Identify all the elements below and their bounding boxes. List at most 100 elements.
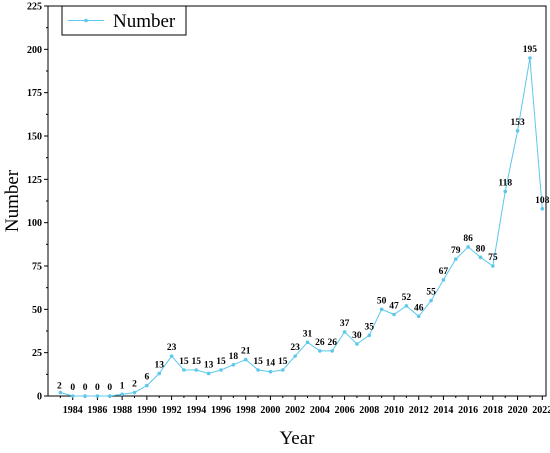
data-point [268, 369, 273, 374]
x-tick-label: 2006 [335, 405, 355, 416]
y-tick-label: 200 [27, 45, 42, 56]
legend-label-number: Number [113, 11, 176, 32]
data-point [379, 307, 384, 312]
legend: Number [61, 5, 187, 36]
data-label: 47 [389, 302, 399, 312]
data-label: 108 [535, 196, 550, 206]
data-label: 52 [402, 293, 412, 303]
data-point [145, 383, 149, 388]
data-point [182, 368, 186, 372]
data-label: 37 [340, 319, 350, 329]
x-axis: 1984 1986 1988 1990 1992 1994 1996 1998 2000 2002… [59, 396, 550, 416]
data-label: 15 [216, 357, 226, 367]
x-tick-label: 1994 [186, 405, 206, 416]
data-label: 2 [132, 380, 137, 390]
data-point [107, 394, 112, 398]
data-point [478, 255, 483, 260]
data-point [206, 371, 211, 376]
data-point [503, 189, 508, 194]
x-tick-label: 2004 [310, 405, 330, 416]
data-label: 23 [290, 343, 300, 353]
y-tick-label: 175 [27, 88, 42, 99]
data-label: 80 [476, 244, 486, 254]
x-tick-label: 1986 [87, 405, 107, 416]
data-point [540, 207, 545, 211]
data-point [169, 354, 174, 358]
data-point [355, 342, 359, 346]
data-label: 35 [365, 322, 375, 332]
data-point [453, 257, 458, 261]
data-point [120, 392, 124, 397]
y-tick-label: 225 [27, 2, 42, 13]
data-point [318, 349, 322, 353]
y-tick-label: 0 [37, 392, 42, 403]
data-label: 50 [377, 296, 387, 306]
data-label: 0 [83, 383, 88, 393]
data-point [404, 304, 409, 308]
data-point [132, 390, 137, 395]
data-label: 15 [278, 357, 288, 367]
data-label: 26 [315, 338, 325, 348]
data-label: 67 [439, 267, 449, 277]
data-point [528, 56, 532, 60]
data-label: 6 [144, 373, 149, 383]
data-label: 31 [303, 329, 313, 339]
data-point [70, 394, 75, 398]
data-point [231, 363, 236, 367]
x-tick-label: 1992 [162, 405, 182, 416]
data-label: 118 [498, 178, 512, 188]
x-tick-label: 1984 [63, 405, 83, 416]
data-label: 15 [192, 357, 202, 367]
x-tick-label: 1996 [211, 405, 231, 416]
x-tick-label: 1998 [236, 405, 256, 416]
x-tick-label: 1990 [137, 405, 157, 416]
data-label: 13 [154, 360, 164, 370]
data-point [157, 371, 162, 376]
data-label: 79 [451, 246, 461, 256]
data-label: 86 [463, 234, 473, 244]
y-tick-label: 75 [32, 262, 42, 273]
series-markers [58, 56, 545, 398]
data-point [305, 340, 310, 345]
data-point [293, 354, 297, 358]
x-tick-label: 2010 [384, 405, 404, 416]
y-tick-label: 50 [32, 305, 42, 316]
data-label: 30 [352, 331, 362, 341]
legend-marker-swatch [84, 18, 88, 23]
data-point [83, 394, 87, 398]
data-label: 153 [510, 118, 525, 128]
data-label: 13 [204, 360, 214, 370]
x-tick-label: 2018 [483, 405, 503, 416]
data-point [243, 357, 248, 362]
data-point [95, 394, 100, 398]
x-tick-label: 2020 [508, 405, 528, 416]
x-tick-label: 2008 [359, 405, 379, 416]
data-point [219, 368, 223, 372]
data-label: 75 [488, 253, 498, 263]
plot-frame [47, 5, 547, 397]
data-point [342, 330, 347, 334]
data-label: 1 [120, 381, 125, 391]
data-label: 0 [70, 383, 75, 393]
y-tick-label: 25 [32, 348, 42, 359]
y-tick-label: 125 [27, 175, 42, 186]
data-point [416, 314, 421, 319]
data-label: 14 [266, 359, 276, 369]
x-tick-label: 2014 [433, 405, 453, 416]
y-axis-title: Number [2, 169, 23, 232]
data-label: 195 [523, 45, 538, 55]
x-axis-title: Year [279, 428, 315, 449]
data-point [429, 298, 433, 303]
x-tick-label: 2022 [532, 405, 550, 416]
y-tick-label: 150 [27, 132, 42, 143]
data-label: 15 [179, 357, 189, 367]
data-label: 0 [107, 383, 112, 393]
x-tick-label: 2002 [285, 405, 305, 416]
data-point [392, 312, 396, 317]
data-point [491, 264, 495, 268]
data-label: 0 [95, 383, 100, 393]
x-tick-label: 2000 [260, 405, 280, 416]
data-label: 23 [167, 343, 177, 353]
